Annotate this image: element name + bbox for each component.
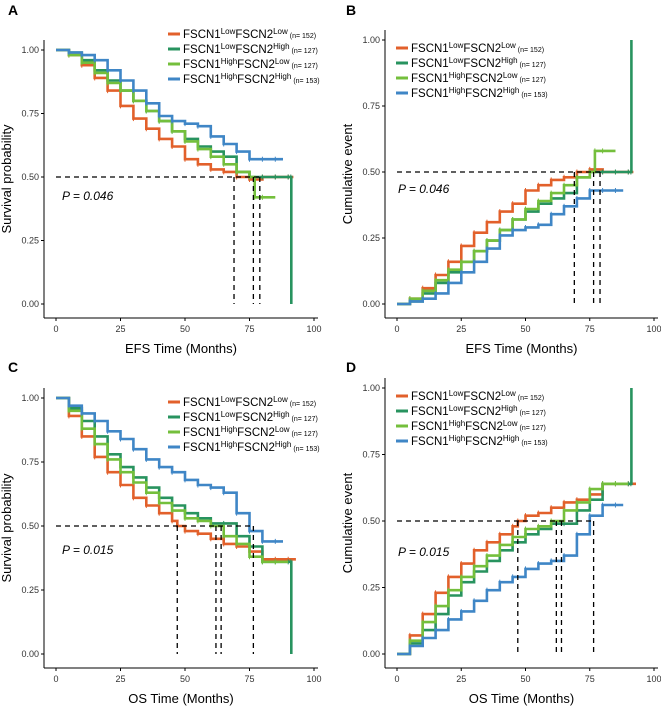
p-value: P = 0.046 [398,182,450,196]
legend-entry-2: FSCN1LowFSCN2High(n= 127) [183,42,318,56]
series-3-line [397,149,616,306]
y-tick-label: 0.75 [362,101,380,111]
legend-entry-1: FSCN1LowFSCN2Low(n= 152) [411,389,544,403]
y-tick-label: 1.00 [21,393,39,403]
x-tick-label: 75 [585,324,595,334]
x-tick-label: 0 [394,324,399,334]
x-tick-label: 50 [520,674,530,684]
panel-letter: B [346,2,356,18]
series-3-line [56,48,276,199]
x-tick-label: 100 [306,674,321,684]
y-tick-label: 0.25 [362,583,380,593]
series-4-line [56,396,283,543]
x-tick-label: 25 [115,324,125,334]
y-tick-label: 0.75 [21,457,39,467]
y-tick-label: 0.50 [21,521,39,531]
y-tick-label: 1.00 [21,45,39,55]
y-tick-label: 1.00 [362,35,380,45]
panel-d: D 0.00 0.25 0.50 0.75 1.00 0 25 50 75 100 OS Time (… [340,359,661,706]
p-value: P = 0.015 [398,545,450,559]
x-tick-label: 75 [244,324,254,334]
p-value: P = 0.015 [62,543,114,557]
series-1-line [397,482,636,656]
legend-entry-2: FSCN1LowFSCN2High(n= 127) [183,410,318,424]
y-tick-label: 0.00 [362,649,380,659]
x-tick-label: 100 [646,674,661,684]
x-tick-label: 100 [306,324,321,334]
legend-entry-2: FSCN1LowFSCN2High(n= 127) [411,404,546,418]
y-tick-label: 0.50 [21,172,39,182]
panel-letter: D [346,359,356,375]
series-3-line [397,482,629,656]
series-4-line [397,503,624,656]
x-axis-title: OS Time (Months) [469,691,574,706]
y-axis-title: Survival probability [0,124,14,234]
x-tick-label: 0 [53,674,58,684]
x-tick-label: 75 [585,674,595,684]
y-axis-title: Survival probability [0,473,14,583]
legend-entry-2: FSCN1LowFSCN2High(n= 127) [411,56,546,70]
x-tick-label: 100 [646,324,661,334]
legend-entry-4: FSCN1HighFSCN2High(n= 153) [183,440,320,454]
legend-entry-1: FSCN1LowFSCN2Low(n= 152) [183,395,316,409]
y-tick-label: 0.00 [21,299,39,309]
y-tick-label: 0.25 [362,233,380,243]
panel-a: A 0.00 0.25 0.50 0.75 1.00 0 25 50 75 100 EFS Time … [0,2,322,356]
legend-entry-4: FSCN1HighFSCN2High(n= 153) [411,434,548,448]
x-tick-label: 25 [115,674,125,684]
x-tick-label: 25 [456,674,466,684]
y-tick-label: 0.00 [21,649,39,659]
x-axis-title: EFS Time (Months) [125,341,237,356]
x-tick-label: 50 [520,324,530,334]
x-tick-label: 25 [456,324,466,334]
legend-entry-4: FSCN1HighFSCN2High(n= 153) [411,86,548,100]
legend: FSCN1LowFSCN2Low(n= 152)FSCN1LowFSCN2Hig… [396,41,548,100]
legend-entry-4: FSCN1HighFSCN2High(n= 153) [183,72,320,86]
legend-entry-1: FSCN1LowFSCN2Low(n= 152) [183,27,316,41]
y-tick-label: 0.25 [21,236,39,246]
y-tick-label: 0.25 [21,585,39,595]
panel-b: B 0.00 0.25 0.50 0.75 1.00 0 25 50 75 100 EFS Time … [340,2,661,356]
legend: FSCN1LowFSCN2Low(n= 152)FSCN1LowFSCN2Hig… [168,395,320,454]
series-1-line [56,396,296,561]
p-value: P = 0.046 [62,189,114,203]
x-tick-label: 75 [244,674,254,684]
legend-entry-3: FSCN1HighFSCN2Low(n= 127) [411,71,546,85]
y-tick-label: 1.00 [362,383,380,393]
legend-entry-3: FSCN1HighFSCN2Low(n= 127) [183,57,318,71]
series-3-line [56,396,289,564]
x-tick-label: 0 [394,674,399,684]
y-tick-label: 0.75 [21,109,39,119]
series-4-line [56,48,283,161]
legend: FSCN1LowFSCN2Low(n= 152)FSCN1LowFSCN2Hig… [396,389,548,448]
panel-letter: C [8,359,18,375]
y-axis-title: Cumulative event [340,472,355,573]
legend: FSCN1LowFSCN2Low(n= 152)FSCN1LowFSCN2Hig… [168,27,320,86]
y-axis-title: Cumulative event [340,123,355,224]
legend-entry-3: FSCN1HighFSCN2Low(n= 127) [411,419,546,433]
legend-entry-1: FSCN1LowFSCN2Low(n= 152) [411,41,544,55]
x-tick-label: 50 [180,324,190,334]
panel-c: C 0.00 0.25 0.50 0.75 1.00 0 25 50 75 100 OS Time (… [0,359,322,706]
series-4-line [397,189,624,306]
y-tick-label: 0.00 [362,299,380,309]
x-axis-title: OS Time (Months) [128,691,233,706]
y-tick-label: 0.50 [362,516,380,526]
x-axis-title: EFS Time (Months) [466,341,578,356]
legend-entry-3: FSCN1HighFSCN2Low(n= 127) [183,425,318,439]
x-tick-label: 50 [180,674,190,684]
panel-letter: A [8,2,18,18]
y-tick-label: 0.50 [362,167,380,177]
y-tick-label: 0.75 [362,450,380,460]
x-tick-label: 0 [53,324,58,334]
